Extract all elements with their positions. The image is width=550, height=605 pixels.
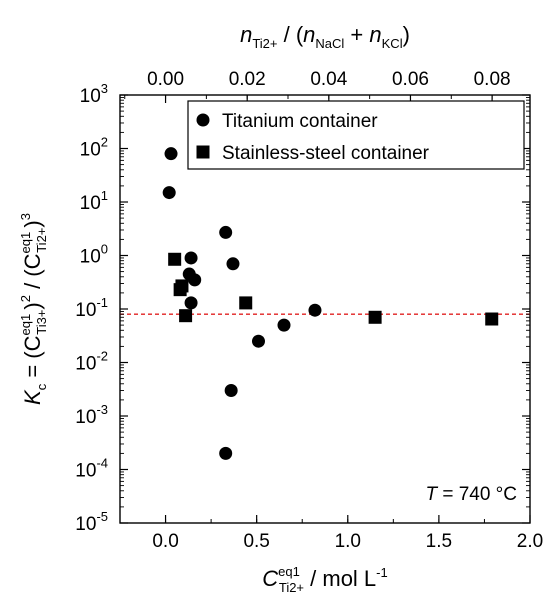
legend-marker-titanium — [196, 113, 210, 127]
y-tick-label: 102 — [80, 135, 108, 161]
top-tick-label: 0.04 — [310, 69, 347, 90]
legend-label-stainless: Stainless-steel container — [222, 143, 430, 164]
top-tick-label: 0.06 — [392, 69, 429, 90]
y-tick-label: 101 — [80, 188, 108, 214]
legend-marker-stainless — [196, 145, 210, 159]
stainless-steel-point — [175, 279, 189, 293]
y-tick-label: 10-1 — [75, 295, 108, 321]
x-axis-title: Ceq1 Ti2+ / mol L-1 — [262, 564, 387, 595]
titanium-point — [219, 446, 233, 460]
y-tick-label: 100 — [80, 242, 108, 268]
titanium-point — [277, 318, 291, 332]
top-tick-label: 0.00 — [147, 69, 184, 90]
legend: Titanium container Stainless-steel conta… — [187, 100, 525, 170]
x-tick-label: 1.0 — [335, 531, 361, 552]
data-points — [162, 147, 499, 460]
y-tick-label: 10-4 — [75, 456, 108, 482]
top-tick-label: 0.02 — [229, 69, 266, 90]
top-axis-title: nTi2+ / (nNaCl + nKCl) — [240, 22, 410, 51]
titanium-point — [162, 186, 176, 200]
titanium-point — [251, 334, 265, 348]
temperature-annotation: T = 740 °C — [425, 484, 517, 505]
annotation-symbol: T — [425, 484, 438, 505]
stainless-steel-point — [485, 312, 499, 326]
titanium-point — [184, 296, 198, 310]
y-tick-label: 10-5 — [75, 509, 108, 535]
y-tick-label: 10-3 — [75, 402, 108, 428]
y-axis-title: Kc = (Ceq1Ti3+)2 / (Ceq1Ti2+)3 — [18, 213, 49, 405]
titanium-point — [226, 257, 240, 271]
legend-box — [187, 100, 525, 170]
titanium-point — [164, 147, 178, 161]
stainless-steel-point — [239, 296, 253, 310]
axis-tick-labels: 0.0 0.5 1.0 1.5 2.0 0.00 0.02 0.04 0.06 0.08 103 10… — [75, 69, 543, 552]
top-tick-label: 0.08 — [474, 69, 511, 90]
x-tick-label: 0.5 — [243, 531, 269, 552]
titanium-point — [219, 225, 233, 239]
x-tick-label: 2.0 — [517, 531, 543, 552]
stainless-steel-point — [168, 252, 182, 266]
annotation-text: = 740 °C — [437, 484, 517, 505]
axis-ticks — [119, 94, 531, 524]
titanium-point — [188, 273, 202, 287]
titanium-point — [224, 383, 238, 397]
x-tick-label: 1.5 — [426, 531, 452, 552]
x-tick-label: 0.0 — [152, 531, 178, 552]
titanium-point — [184, 251, 198, 265]
legend-label-titanium: Titanium container — [222, 111, 378, 132]
y-tick-label: 103 — [80, 81, 108, 107]
titanium-point — [308, 303, 322, 317]
stainless-steel-point — [179, 309, 193, 323]
stainless-steel-point — [368, 310, 382, 324]
y-tick-label: 10-2 — [75, 349, 108, 375]
